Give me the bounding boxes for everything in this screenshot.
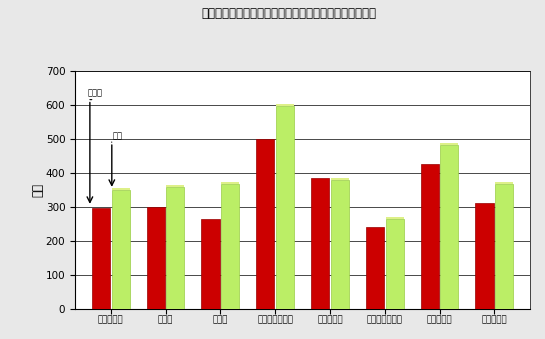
Bar — [311, 178, 329, 309]
Bar — [112, 191, 130, 309]
Bar — [166, 185, 184, 187]
Bar — [495, 184, 513, 309]
Bar — [276, 106, 294, 309]
Bar — [276, 104, 294, 106]
Bar — [147, 207, 165, 309]
Bar — [385, 217, 404, 219]
Bar — [495, 182, 513, 184]
Y-axis label: 千円: 千円 — [32, 183, 44, 197]
Bar — [385, 219, 404, 309]
Bar — [421, 164, 439, 309]
Bar — [202, 219, 220, 309]
Bar — [256, 139, 274, 309]
Bar — [112, 188, 130, 191]
Bar — [440, 143, 458, 145]
Bar — [92, 208, 110, 309]
Bar — [440, 145, 458, 309]
Bar — [331, 180, 349, 309]
Bar — [221, 182, 239, 184]
Bar — [366, 227, 384, 309]
Bar — [475, 203, 494, 309]
Text: 図２　現金給与総額の全国との産業別比較（５人以上）: 図２ 現金給与総額の全国との産業別比較（５人以上） — [201, 7, 377, 20]
Bar — [166, 187, 184, 309]
Text: 鳥取県: 鳥取県 — [88, 88, 102, 97]
Text: 全国: 全国 — [113, 131, 123, 140]
Bar — [221, 184, 239, 309]
Bar — [331, 178, 349, 180]
